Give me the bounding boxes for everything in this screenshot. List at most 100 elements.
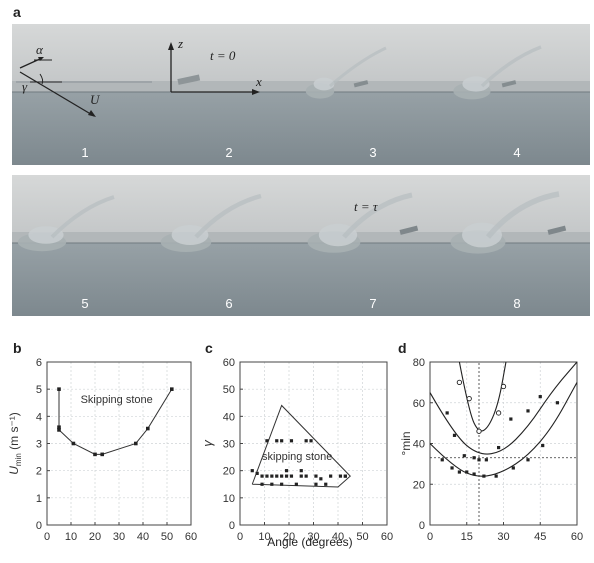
data-point	[324, 482, 328, 486]
data-point-open	[495, 410, 502, 416]
data-point	[314, 482, 318, 486]
x-tick-label: 10	[258, 531, 270, 543]
data-point	[299, 474, 303, 478]
y-tick-label: 60	[413, 398, 425, 410]
data-point	[294, 482, 298, 486]
panel-a-letter: a	[13, 4, 21, 20]
panel-b-letter: b	[13, 340, 22, 356]
y-tick-label: 40	[223, 411, 235, 423]
data-point	[465, 470, 469, 474]
z-axis-label: z	[178, 36, 184, 51]
data-point	[170, 387, 174, 391]
data-point	[462, 454, 466, 458]
x-tick-label: 0	[237, 531, 243, 543]
x-tick-label: 60	[381, 531, 393, 543]
x-tick-label: 40	[332, 531, 344, 543]
chart-annotation: skipping stone	[262, 451, 332, 463]
y-tick-label: 20	[413, 479, 425, 491]
data-point	[275, 439, 279, 443]
frame-time-label: t = τ	[354, 199, 378, 214]
chart-annotation: Skipping stone	[81, 394, 153, 406]
data-point	[472, 472, 476, 476]
data-point	[146, 426, 150, 431]
data-point	[343, 474, 347, 478]
frame-number: 2	[225, 145, 233, 160]
data-point	[314, 474, 318, 478]
data-point	[477, 458, 481, 462]
y-axis-label: °min	[399, 431, 413, 455]
shared-x-axis-label: Angle (degrees)	[267, 535, 353, 549]
data-point	[484, 458, 488, 462]
data-point	[280, 482, 284, 486]
x-tick-label: 60	[571, 531, 583, 543]
photo-frame-7: 7 t = τ	[300, 175, 446, 316]
photo-frame-2: 2 t = 0 z x	[156, 24, 302, 165]
data-point	[329, 474, 333, 478]
y-tick-label: 60	[223, 357, 235, 369]
data-point	[494, 474, 498, 478]
frame-time-label: t = 0	[210, 48, 236, 63]
frame-number: 5	[81, 296, 89, 311]
data-point	[100, 452, 104, 457]
data-point	[555, 401, 559, 405]
data-point-open	[456, 379, 463, 386]
chart-d-svg: 0 15 30 45 60 0 20 40 60 80 °min	[399, 357, 583, 543]
x-tick-label: 50	[356, 531, 368, 543]
data-point	[452, 433, 457, 437]
frame-number: 7	[369, 296, 377, 311]
x-tick-label: 10	[65, 531, 77, 543]
data-point	[299, 469, 303, 473]
data-point	[71, 441, 76, 446]
boundary-line	[251, 404, 351, 488]
y-tick-label: 6	[36, 357, 42, 369]
y-tick-label: 50	[223, 384, 235, 396]
y-tick-label: 1	[36, 493, 42, 505]
data-point	[472, 456, 476, 460]
frame-number: 8	[513, 296, 521, 311]
data-point	[304, 439, 308, 443]
data-point	[265, 439, 269, 443]
data-point	[57, 428, 61, 432]
y-tick-label: 10	[223, 493, 235, 505]
data-point	[526, 458, 530, 462]
chart-b-svg: 0 10 20 30 40 50 60 0 1 2 3 4 5 6 Skipping stone Umin (…	[7, 357, 197, 543]
x-tick-label: 50	[161, 531, 173, 543]
panel-c-letter: c	[205, 340, 213, 356]
x-tick-label: 45	[534, 531, 546, 543]
data-point	[250, 469, 254, 473]
data-point	[255, 471, 259, 475]
y-axis-label: Umin (m s⁻¹)	[7, 412, 23, 475]
data-point	[457, 470, 461, 474]
photo-frame-6: 6	[156, 175, 302, 316]
x-tick-label: 0	[427, 531, 433, 543]
photo-frame-3: 3	[300, 24, 446, 165]
y-tick-label: 80	[413, 357, 425, 369]
fit-curve	[429, 382, 578, 477]
y-tick-label: 0	[229, 520, 235, 532]
symbol-gamma: γ	[22, 79, 28, 94]
symbol-velocity: U	[90, 92, 100, 107]
data-point	[509, 417, 513, 421]
data-point	[275, 474, 279, 478]
frame-number: 1	[81, 145, 89, 160]
data-point	[260, 474, 264, 478]
photo-frame-4: 4	[444, 24, 590, 165]
data-point	[445, 411, 449, 415]
frame-number: 6	[225, 296, 233, 311]
frame-number: 3	[369, 145, 377, 160]
y-tick-label: 40	[413, 439, 425, 451]
y-tick-label: 3	[36, 439, 42, 451]
data-point	[270, 474, 274, 478]
data-point	[265, 474, 269, 478]
data-point	[482, 474, 486, 478]
y-tick-label: 30	[223, 439, 235, 451]
data-point	[57, 425, 61, 429]
photo-frame-8: 8	[444, 175, 590, 316]
data-point	[319, 477, 323, 481]
x-tick-label: 30	[113, 531, 125, 543]
data-point-open	[500, 383, 507, 390]
symbol-alpha: α	[36, 42, 43, 57]
y-tick-label: 0	[419, 520, 425, 532]
x-tick-label: 60	[185, 531, 197, 543]
y-tick-label: 5	[36, 384, 42, 396]
